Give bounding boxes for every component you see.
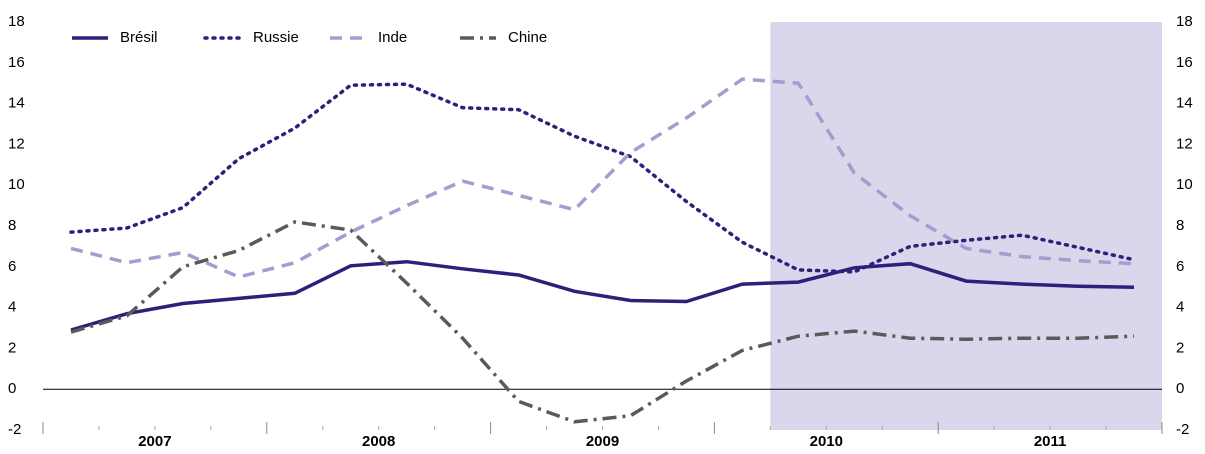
series-line xyxy=(69,82,1136,274)
y-tick-label: 4 xyxy=(8,299,16,316)
series-line xyxy=(70,77,1135,279)
forecast-shade xyxy=(770,22,1162,430)
y2-tick-label: 8 xyxy=(1176,217,1184,234)
y2-tick-label: 6 xyxy=(1176,258,1184,275)
y-tick-label: 8 xyxy=(8,217,16,234)
y2-tick-label: 4 xyxy=(1176,299,1184,316)
y-tick-label: 14 xyxy=(8,95,25,112)
y2-tick-label: 14 xyxy=(1176,95,1193,112)
year-label: 2009 xyxy=(586,433,619,450)
year-label: 2011 xyxy=(1034,433,1067,450)
y-tick-label: 12 xyxy=(8,135,25,152)
y2-tick-label: 2 xyxy=(1176,339,1184,356)
legend-label: Chine xyxy=(508,29,547,46)
y2-tick-label: 12 xyxy=(1176,135,1193,152)
year-label: 2010 xyxy=(810,433,843,450)
series-line xyxy=(70,259,1135,332)
y-tick-label: 16 xyxy=(8,54,25,71)
y-tick-label: 18 xyxy=(8,13,25,30)
y-tick-label: 2 xyxy=(8,339,16,356)
year-label: 2007 xyxy=(138,433,171,450)
y2-tick-label: 18 xyxy=(1176,13,1193,30)
year-label: 2008 xyxy=(362,433,395,450)
y-tick-label: -2 xyxy=(8,421,21,438)
y2-tick-label: 10 xyxy=(1176,176,1193,193)
y2-tick-label: -2 xyxy=(1176,421,1189,438)
y-tick-label: 10 xyxy=(8,176,25,193)
legend-label: Brésil xyxy=(120,29,158,46)
y2-tick-label: 16 xyxy=(1176,54,1193,71)
y-tick-label: 6 xyxy=(8,258,16,275)
legend-label: Inde xyxy=(378,29,407,46)
legend-label: Russie xyxy=(253,29,299,46)
y2-tick-label: 0 xyxy=(1176,380,1184,397)
y-tick-label: 0 xyxy=(8,380,16,397)
